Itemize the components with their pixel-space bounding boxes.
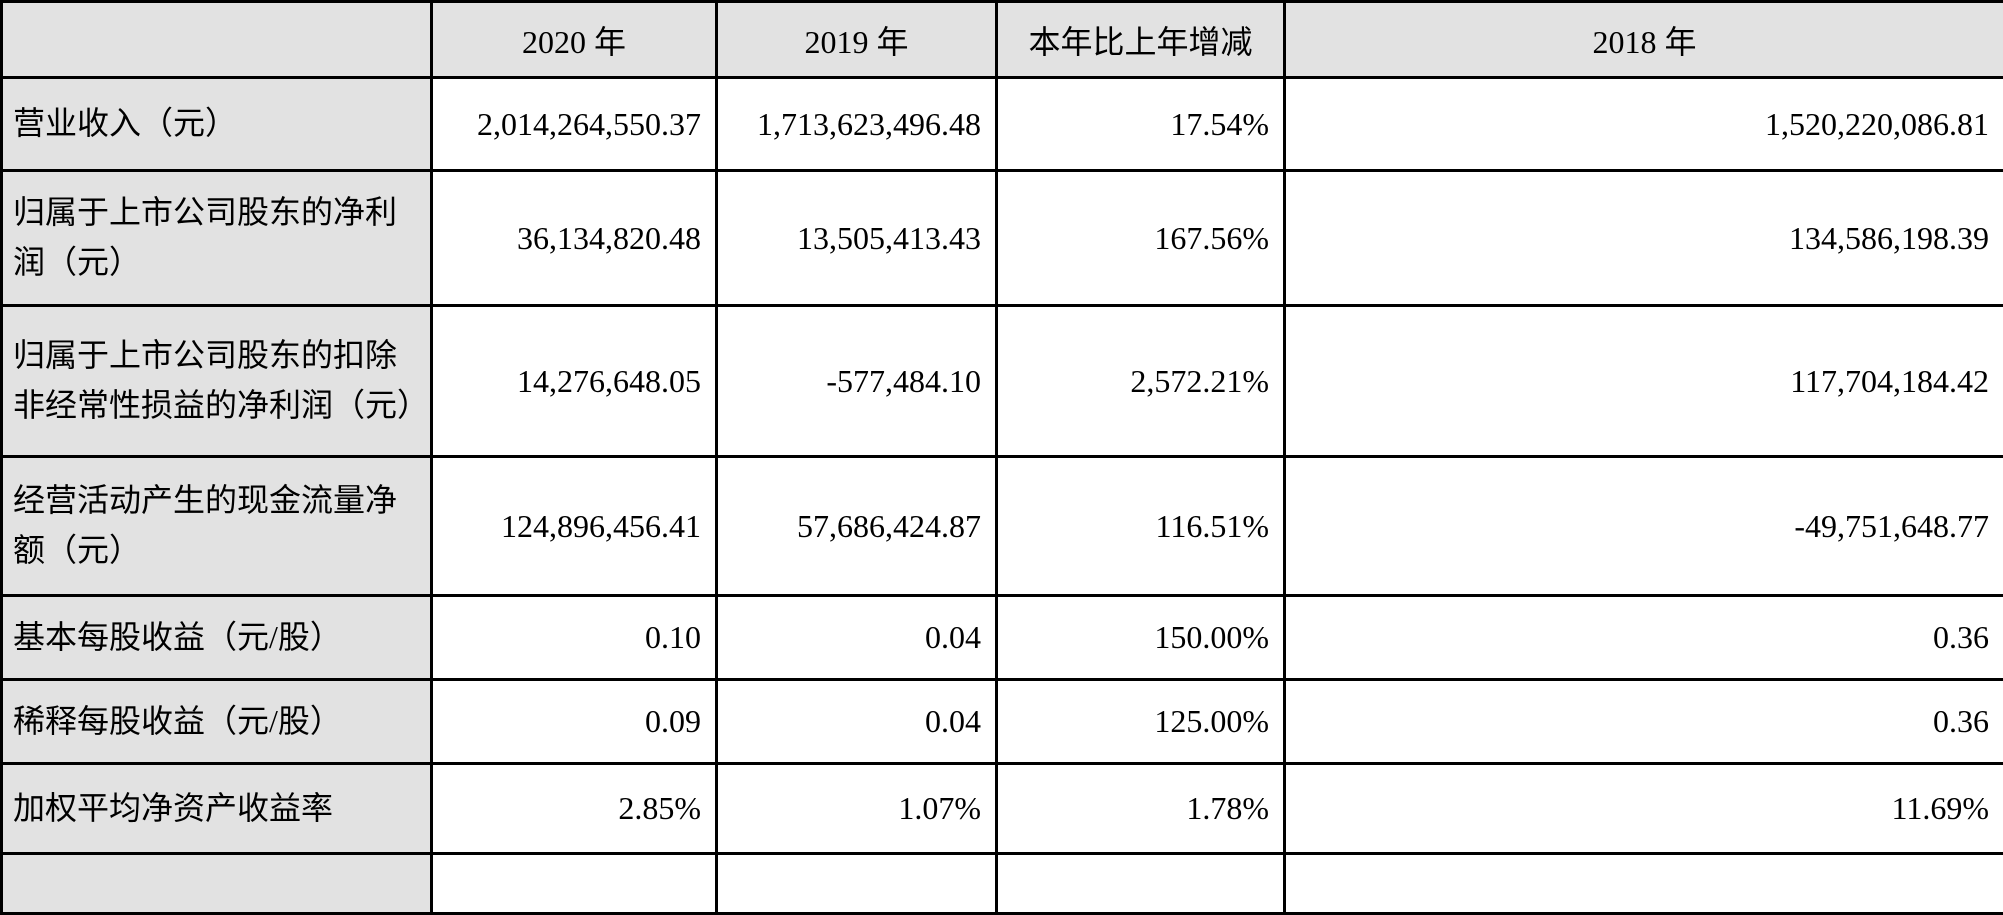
cell-value: 125.00% [997,680,1285,764]
cell-value: 134,586,198.39 [1285,171,2003,306]
column-header-yoy-change: 本年比上年增减 [997,2,1285,78]
cell-value: 0.10 [432,596,717,680]
cell-value: 1.78% [997,764,1285,854]
cell-value: 17.54% [997,78,1285,171]
cell-value: 1.07% [717,764,997,854]
cell-value: 1,520,220,086.81 [1285,78,2003,171]
table-row: 稀释每股收益（元/股） 0.09 0.04 125.00% 0.36 [2,680,2003,764]
column-header-empty [2,2,432,78]
cell-value [1285,854,2003,914]
cell-value: 2,014,264,550.37 [432,78,717,171]
cell-value: 0.04 [717,596,997,680]
table-row-partial-cutoff [2,854,2003,914]
table-row: 基本每股收益（元/股） 0.10 0.04 150.00% 0.36 [2,596,2003,680]
cell-value [717,854,997,914]
cell-value: 36,134,820.48 [432,171,717,306]
cell-value: 2.85% [432,764,717,854]
row-label: 经营活动产生的现金流量净额（元） [2,457,432,596]
cell-value: 116.51% [997,457,1285,596]
cell-value: 150.00% [997,596,1285,680]
row-label: 归属于上市公司股东的净利润（元） [2,171,432,306]
table-row: 归属于上市公司股东的扣除非经常性损益的净利润（元） 14,276,648.05 … [2,306,2003,457]
cell-value: 0.36 [1285,680,2003,764]
row-label: 营业收入（元） [2,78,432,171]
cell-value: 2,572.21% [997,306,1285,457]
table-row: 经营活动产生的现金流量净额（元） 124,896,456.41 57,686,4… [2,457,2003,596]
cell-value: 14,276,648.05 [432,306,717,457]
row-label [2,854,432,914]
column-header-2019: 2019 年 [717,2,997,78]
row-label: 稀释每股收益（元/股） [2,680,432,764]
header-row: 2020 年 2019 年 本年比上年增减 2018 年 [2,2,2003,78]
row-label: 加权平均净资产收益率 [2,764,432,854]
cell-value: 0.09 [432,680,717,764]
table-row: 营业收入（元） 2,014,264,550.37 1,713,623,496.4… [2,78,2003,171]
table-row: 归属于上市公司股东的净利润（元） 36,134,820.48 13,505,41… [2,171,2003,306]
cell-value: 124,896,456.41 [432,457,717,596]
cell-value: 167.56% [997,171,1285,306]
column-header-2020: 2020 年 [432,2,717,78]
row-label: 归属于上市公司股东的扣除非经常性损益的净利润（元） [2,306,432,457]
cell-value: 0.36 [1285,596,2003,680]
table-row: 加权平均净资产收益率 2.85% 1.07% 1.78% 11.69% [2,764,2003,854]
cell-value: 0.04 [717,680,997,764]
column-header-2018: 2018 年 [1285,2,2003,78]
row-label: 基本每股收益（元/股） [2,596,432,680]
cell-value [997,854,1285,914]
cell-value: -577,484.10 [717,306,997,457]
cell-value: 57,686,424.87 [717,457,997,596]
cell-value: 1,713,623,496.48 [717,78,997,171]
cell-value: 13,505,413.43 [717,171,997,306]
cell-value [432,854,717,914]
cell-value: 11.69% [1285,764,2003,854]
cell-value: -49,751,648.77 [1285,457,2003,596]
cell-value: 117,704,184.42 [1285,306,2003,457]
